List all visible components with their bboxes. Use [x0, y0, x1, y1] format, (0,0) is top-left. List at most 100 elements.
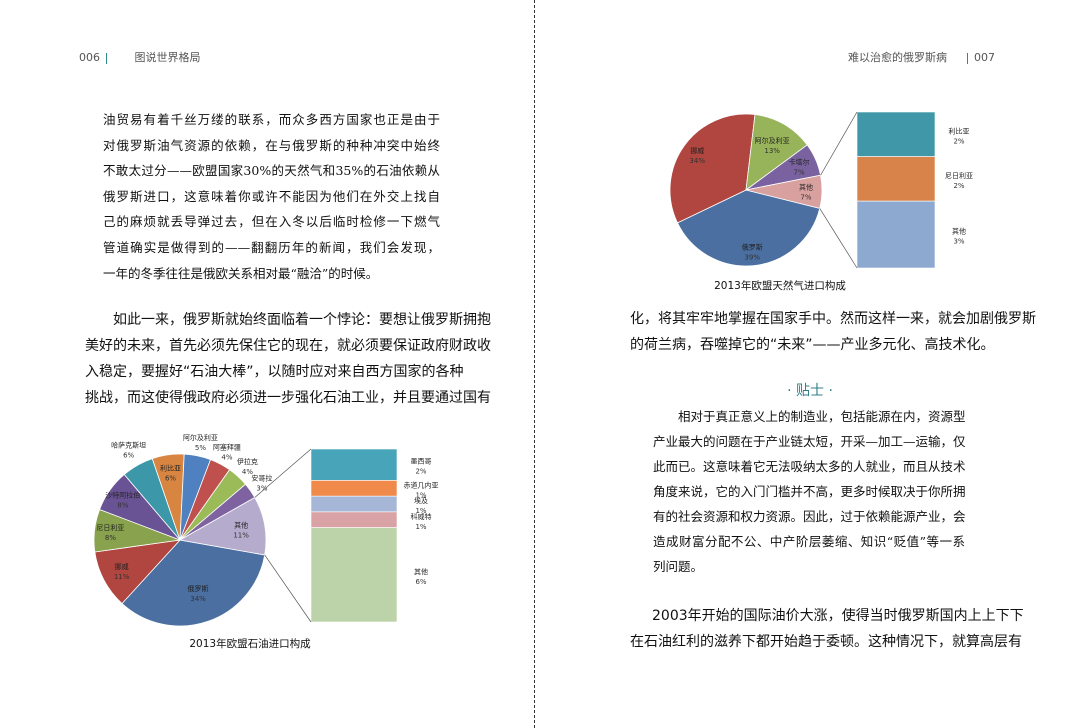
breakdown-segment [856, 111, 936, 157]
breakdown-label: 其他 [952, 227, 966, 236]
slice-label: 俄罗斯 [742, 243, 763, 252]
slice-label: 阿尔及利亚 [183, 433, 218, 442]
slice-label: 其他 [799, 182, 813, 191]
slice-value-label: 34% [689, 157, 705, 165]
slice-label: 利比亚 [160, 464, 181, 473]
pie-slice [121, 539, 266, 627]
breakdown-label: 利比亚 [949, 126, 970, 135]
slice-label: 挪威 [690, 146, 704, 155]
text-line: 不敢太过分——欧盟国家30%的天然气和35%的石油依赖从 [103, 163, 440, 179]
slice-label: 哈萨克斯坦 [111, 441, 146, 450]
text-line: 一年的冬季往往是俄欧关系相对最“融洽”的时候。 [103, 265, 379, 281]
slice-value-label: 3% [256, 485, 267, 493]
pie-slice [745, 174, 823, 209]
breakdown-segment [856, 156, 936, 202]
oil-chart-caption: 2013年欧盟石油进口构成 [189, 638, 311, 650]
header-divider [967, 52, 968, 64]
pie-slice [669, 113, 756, 224]
pie-slice [745, 114, 808, 191]
slice-value-label: 34% [190, 595, 206, 603]
breakdown-segment [310, 511, 398, 528]
text-line: 俄罗斯进口，这意味着你或许不能因为他们在外交上找自 [103, 188, 440, 204]
header-divider [106, 52, 107, 64]
running-title: 图说世界格局 [134, 51, 201, 64]
text-line: 化，将其牢牢地掌握在国家手中。然而这样一来，就会加剧俄罗斯 [630, 311, 1036, 327]
slice-label: 安哥拉 [251, 474, 272, 483]
breakdown-label: 尼日利亚 [945, 171, 973, 180]
slice-value-label: 39% [744, 254, 760, 262]
slice-value-label: 4% [242, 468, 253, 476]
tip-title: · 贴士 · [787, 383, 833, 399]
text-line: 此而已。这意味着它无法吸纳太多的人就业，而且从技术 [653, 459, 966, 474]
page-gutter-divider [534, 0, 535, 728]
breakdown-segment [310, 495, 398, 513]
running-title: 难以治愈的俄罗斯病 [848, 51, 947, 64]
gas-chart-caption: 2013年欧盟天然气进口构成 [714, 280, 846, 292]
breakdown-label: 赤道几内亚 [404, 480, 439, 489]
connector-line [264, 554, 312, 623]
text-line: 造成财富分配不公、中产阶层萎缩、知识“贬值”等一系 [653, 534, 965, 549]
breakdown-value-label: 2% [415, 468, 426, 476]
slice-label: 其他 [234, 520, 248, 529]
text-line: 在石油红利的滋养下都开始趋于委顿。这种情况下，就算高层有 [630, 634, 1022, 650]
breakdown-value-label: 2% [953, 182, 964, 190]
text-line: 入稳定，要握好“石油大棒”，以随时应对来自西方国家的各种 [85, 364, 464, 380]
text-line: 角度来说，它的入门门槛并不高，更多时候取决于你所拥 [653, 484, 966, 499]
slice-value-label: 8% [117, 502, 128, 510]
connector-line [254, 448, 312, 498]
text-line: 相对于真正意义上的制造业，包括能源在内，资源型 [678, 409, 966, 424]
breakdown-label: 埃及 [414, 496, 428, 505]
slice-label: 俄罗斯 [188, 584, 209, 593]
text-line: 的荷兰病，吞噬掉它的“未来”——产业多元化、高技术化。 [630, 337, 995, 353]
breakdown-segment [310, 448, 398, 481]
text-line: 对俄罗斯油气资源的依赖，在与俄罗斯的种种冲突中始终 [103, 137, 440, 153]
slice-label: 伊拉克 [237, 457, 258, 466]
text-line: 列问题。 [653, 559, 704, 574]
text-line: 油贸易有着千丝万缕的联系，而众多西方国家也正是由于 [103, 112, 440, 127]
breakdown-value-label: 1% [415, 507, 426, 515]
text-line: 有的社会资源和权力资源。因此，过于依赖能源产业，会 [653, 509, 966, 524]
pie-slice [676, 189, 821, 267]
breakdown-value-label: 2% [953, 137, 964, 145]
breakdown-label: 科威特 [411, 512, 432, 521]
gas-import-pie-chart: 俄罗斯 39% 挪威 34% 阿尔及利亚 13% 卡塔尔 7% 其他 7% 利比亚 2% 尼日利亚 2% 其… [669, 111, 973, 269]
breakdown-segment [310, 480, 398, 497]
breakdown-label: 墨西哥 [411, 458, 432, 466]
slice-value-label: 6% [165, 475, 176, 483]
text-line: 产业最大的问题在于产业链太短，开采—加工—运输，仅 [653, 434, 966, 449]
breakdown-value-label: 1% [415, 523, 426, 531]
breakdown-value-label: 6% [415, 578, 426, 586]
page-number: 006 [79, 51, 100, 64]
slice-label: 尼日利亚 [96, 523, 124, 532]
right-page-header: 难以治愈的俄罗斯病 007 [848, 49, 995, 65]
left-page-header: 006 图说世界格局 [79, 49, 201, 65]
slice-value-label: 5% [195, 444, 206, 452]
breakdown-segment [310, 527, 398, 623]
connector-line [820, 111, 858, 176]
slice-value-label: 13% [764, 147, 780, 155]
text-line: 2003年开始的国际油价大涨，使得当时俄罗斯国内上上下下 [652, 608, 1024, 624]
slice-label: 阿塞拜疆 [213, 443, 241, 452]
slice-label: 阿尔及利亚 [755, 136, 790, 145]
text-line: 己的麻烦就丢导弹过去，但在入冬以后临时检修一下燃气 [103, 214, 440, 230]
breakdown-value-label: 1% [415, 491, 426, 499]
slice-value-label: 7% [800, 193, 811, 201]
slice-label: 挪威 [115, 562, 129, 571]
slice-value-label: 11% [114, 573, 130, 581]
breakdown-segment [856, 200, 936, 269]
page-number: 007 [974, 51, 995, 64]
text-line: 管道确实是做得到的——翻翻历年的新闻，我们会发现， [103, 240, 440, 255]
text-line: 美好的未来，首先必须先保住它的现在，就必须要保证政府财政收 [85, 338, 491, 354]
slice-label: 沙特阿拉伯 [105, 491, 140, 500]
breakdown-value-label: 3% [953, 238, 964, 246]
text-line: 如此一来，俄罗斯就始终面临着一个悖论：要想让俄罗斯拥抱 [113, 312, 491, 328]
text-line: 挑战，而这使得俄政府必须进一步强化石油工业，并且要通过国有 [85, 390, 491, 406]
connector-line [819, 208, 858, 269]
breakdown-label: 其他 [414, 567, 428, 576]
slice-value-label: 4% [221, 454, 232, 462]
slice-label: 卡塔尔 [789, 158, 810, 167]
slice-value-label: 8% [105, 534, 116, 542]
pie-slice [178, 496, 267, 556]
slice-value-label: 6% [123, 452, 134, 460]
oil-import-pie-chart: 俄罗斯 34% 挪威 11% 尼日利亚 8% 沙特阿拉伯 8% 哈萨克斯坦 6% 利比亚 6% 阿尔及利… [93, 433, 439, 627]
